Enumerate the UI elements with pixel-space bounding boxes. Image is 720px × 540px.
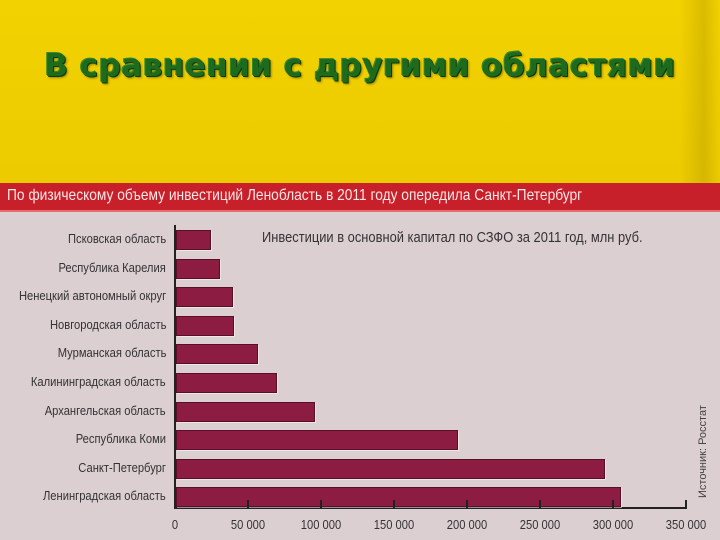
- bar: [176, 487, 622, 508]
- bar: [176, 315, 235, 336]
- headline-banner: По физическому объему инвестиций Ленобла…: [0, 183, 720, 212]
- category-label: Архангельская область: [45, 402, 166, 418]
- category-label: Санкт-Петербург: [78, 459, 166, 475]
- x-tick-label: 50 000: [230, 517, 266, 532]
- category-label: Мурманская область: [57, 345, 166, 361]
- x-tick: [320, 500, 322, 508]
- category-label: Псковская область: [67, 231, 166, 246]
- category-label: Калининградская область: [31, 374, 166, 389]
- slide-edge-decoration: [680, 0, 720, 183]
- category-label: Ленинградская область: [43, 488, 166, 504]
- category-label: Республика Карелия: [58, 259, 166, 275]
- bar: [176, 401, 315, 422]
- x-tick: [612, 500, 614, 508]
- x-tick-label: 100 000: [300, 517, 342, 532]
- y-axis: [174, 225, 176, 508]
- source-note: Источник: Росстат: [697, 405, 709, 498]
- slide-title: В сравнении с другими областями: [44, 48, 676, 84]
- x-tick-label: 200 000: [446, 517, 488, 532]
- bar: [176, 430, 458, 451]
- x-tick-label: 150 000: [373, 517, 415, 532]
- slide-background: [0, 0, 720, 183]
- bar: [176, 258, 220, 279]
- bar: [176, 287, 233, 308]
- x-tick: [247, 500, 249, 508]
- chart-panel: [0, 212, 720, 540]
- bar: [176, 230, 212, 250]
- x-tick: [685, 500, 687, 508]
- category-label: Новгородская область: [49, 316, 166, 332]
- bar: [176, 373, 277, 393]
- x-axis: [174, 507, 687, 509]
- category-label: Республика Коми: [75, 431, 166, 447]
- x-tick-label: 350 000: [665, 517, 707, 532]
- x-tick: [539, 500, 541, 508]
- chart-title: Инвестиции в основной капитал по СЗФО за…: [262, 229, 643, 246]
- x-tick: [393, 500, 395, 508]
- x-tick-label: 250 000: [519, 517, 561, 532]
- headline-text: По физическому объему инвестиций Ленобла…: [7, 187, 583, 204]
- category-label: Ненецкий автономный округ: [18, 288, 166, 304]
- x-tick-label: 300 000: [592, 517, 634, 532]
- x-tick: [466, 500, 468, 508]
- x-tick-label: 0: [171, 517, 179, 532]
- bar: [176, 458, 606, 479]
- bar: [176, 344, 258, 365]
